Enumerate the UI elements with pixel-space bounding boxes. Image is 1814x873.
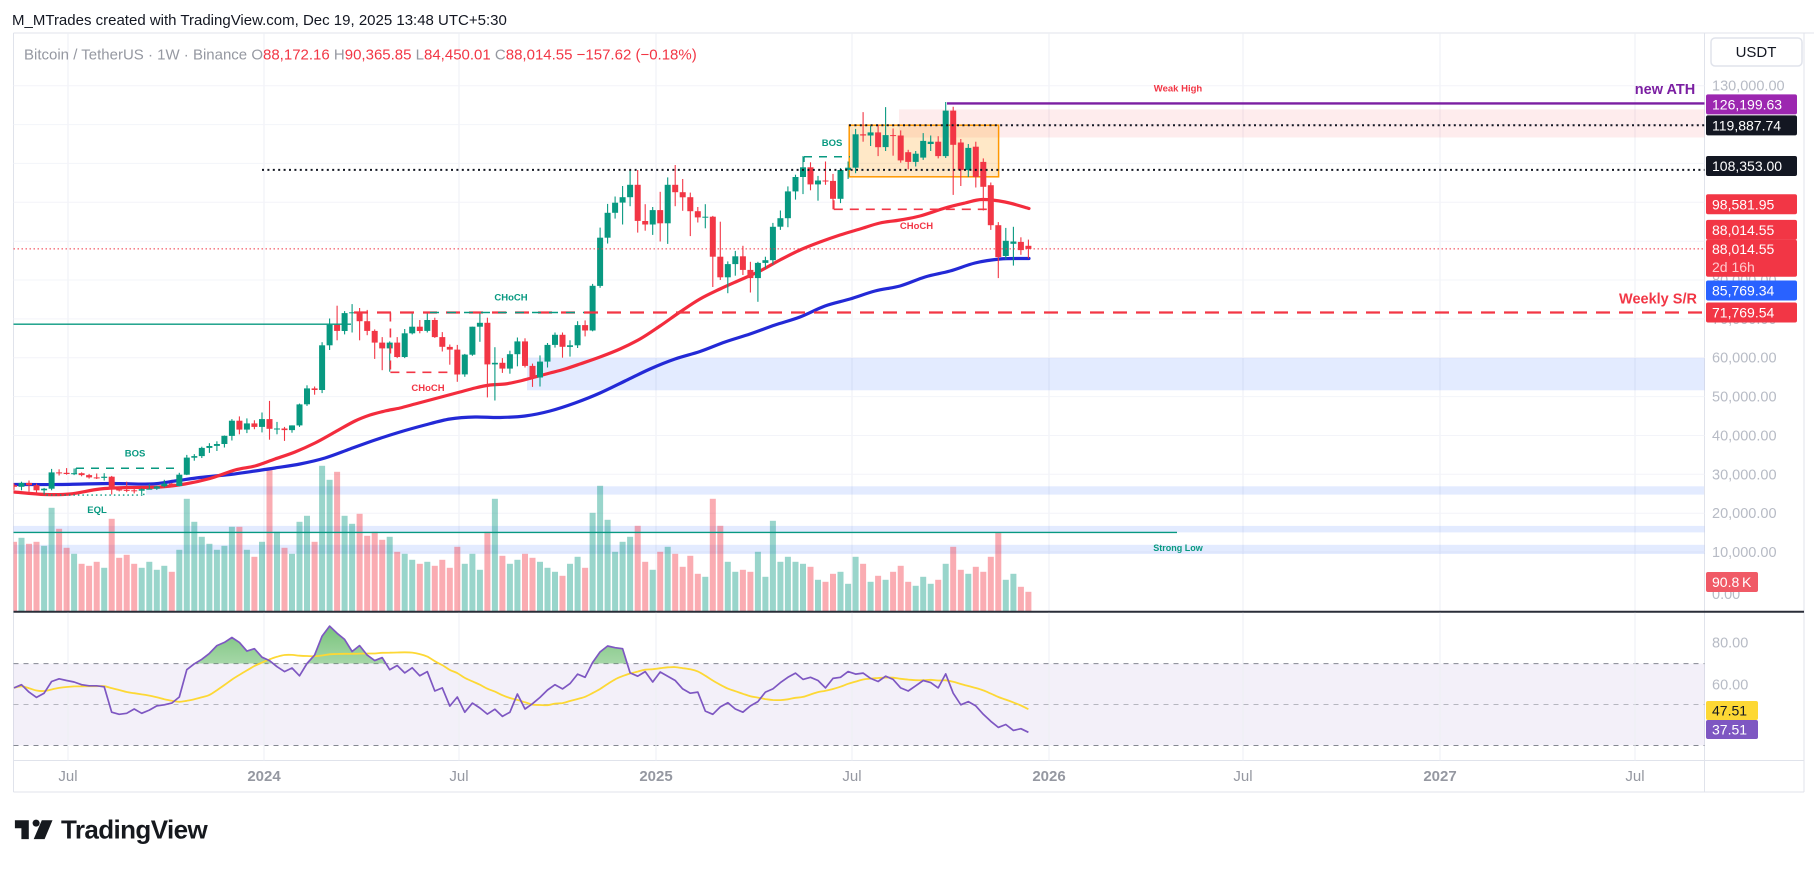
svg-text:37.51: 37.51: [1712, 722, 1747, 738]
svg-text:90.8 K: 90.8 K: [1712, 574, 1752, 590]
svg-text:2d 16h: 2d 16h: [1712, 259, 1755, 275]
svg-text:M_MTrades created with Trading: M_MTrades created with TradingView.com, …: [12, 12, 507, 29]
svg-text:CHoCH: CHoCH: [411, 383, 444, 394]
svg-text:10,000.00: 10,000.00: [1712, 545, 1777, 561]
svg-text:119,887.74: 119,887.74: [1712, 117, 1781, 133]
svg-text:30,000.00: 30,000.00: [1712, 467, 1777, 483]
svg-text:Jul: Jul: [58, 768, 77, 785]
svg-text:Jul: Jul: [842, 768, 861, 785]
svg-text:Jul: Jul: [1233, 768, 1252, 785]
svg-text:130,000.00: 130,000.00: [1712, 79, 1785, 95]
svg-text:Weak High: Weak High: [1154, 83, 1203, 94]
svg-text:Strong Low: Strong Low: [1153, 543, 1203, 553]
svg-text:Jul: Jul: [1625, 768, 1644, 785]
svg-text:CHoCH: CHoCH: [494, 293, 527, 304]
svg-text:40,000.00: 40,000.00: [1712, 428, 1777, 444]
svg-text:2027: 2027: [1423, 768, 1456, 785]
svg-text:new ATH: new ATH: [1635, 82, 1695, 98]
svg-text:TradingView: TradingView: [61, 815, 208, 845]
svg-text:BOS: BOS: [125, 449, 146, 460]
svg-text:88,014.55: 88,014.55: [1712, 241, 1774, 257]
svg-text:60,000.00: 60,000.00: [1712, 351, 1777, 367]
svg-text:85,769.34: 85,769.34: [1712, 283, 1774, 299]
svg-text:88,014.55: 88,014.55: [1712, 222, 1774, 238]
svg-text:126,199.63: 126,199.63: [1712, 96, 1782, 112]
svg-text:98,581.95: 98,581.95: [1712, 196, 1774, 212]
svg-text:2026: 2026: [1032, 768, 1065, 785]
svg-text:20,000.00: 20,000.00: [1712, 506, 1777, 522]
svg-text:2024: 2024: [247, 768, 281, 785]
svg-text:60.00: 60.00: [1712, 678, 1748, 694]
svg-text:71,769.54: 71,769.54: [1712, 305, 1774, 321]
svg-text:CHoCH: CHoCH: [900, 221, 933, 232]
svg-text:Bitcoin / TetherUS · 1W · Bina: Bitcoin / TetherUS · 1W · Binance O88,17…: [24, 47, 697, 64]
svg-text:BOS: BOS: [822, 138, 843, 149]
svg-text:108,353.00: 108,353.00: [1712, 158, 1782, 174]
svg-text:80.00: 80.00: [1712, 635, 1748, 651]
svg-text:50,000.00: 50,000.00: [1712, 390, 1777, 406]
svg-text:47.51: 47.51: [1712, 703, 1747, 719]
svg-text:USDT: USDT: [1736, 44, 1777, 61]
svg-text:EQL: EQL: [87, 505, 107, 516]
svg-text:Jul: Jul: [449, 768, 468, 785]
svg-text:2025: 2025: [639, 768, 672, 785]
svg-text:Weekly S/R: Weekly S/R: [1619, 291, 1697, 307]
